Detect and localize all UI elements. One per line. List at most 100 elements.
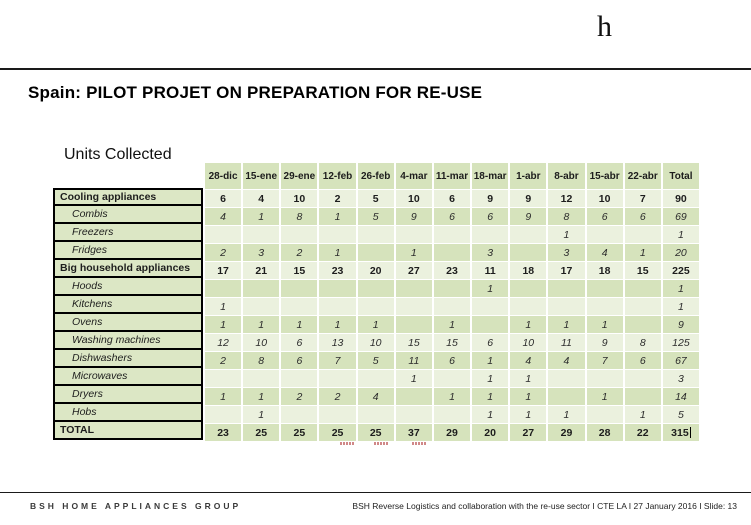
table-cell: 5 bbox=[357, 208, 394, 225]
table-cell: 6 bbox=[472, 208, 509, 225]
table-cell bbox=[510, 226, 547, 243]
table-cell bbox=[624, 298, 661, 315]
table-cell: 6 bbox=[472, 334, 509, 351]
column-header-row: 28-dic 15-ene 29-ene 12-feb 26-feb 4-mar 11-ma… bbox=[205, 163, 699, 189]
table-cell bbox=[586, 298, 623, 315]
table-cell: 10 bbox=[281, 190, 318, 207]
table-cell bbox=[433, 406, 471, 423]
row-label: Fridges bbox=[53, 242, 203, 260]
table-cell: 25 bbox=[281, 424, 318, 441]
row-label-column: Cooling appliances Combis Freezers Fridges B… bbox=[53, 188, 203, 440]
table-cell bbox=[281, 370, 318, 387]
table-cell: 2 bbox=[319, 190, 356, 207]
table-row: 1 1 2 2 4 1 1 1 1 14 bbox=[205, 388, 699, 405]
table-cell: 1 bbox=[472, 406, 509, 423]
row-label: Dishwashers bbox=[53, 350, 203, 368]
table-cell: 6 bbox=[433, 352, 471, 369]
table-cell: 1 bbox=[281, 316, 318, 333]
table-cell: 7 bbox=[586, 352, 623, 369]
table-cell: 6 bbox=[205, 190, 242, 207]
table-cell: 9 bbox=[586, 334, 623, 351]
table-cell: 1 bbox=[395, 370, 432, 387]
table-cell: 12 bbox=[205, 334, 242, 351]
table-cell: 10 bbox=[510, 334, 547, 351]
table-cell: 8 bbox=[281, 208, 318, 225]
table-cell: 8 bbox=[548, 208, 585, 225]
table-cell bbox=[205, 406, 242, 423]
table-cell: 3 bbox=[472, 244, 509, 261]
table-cell: 2 bbox=[205, 352, 242, 369]
table-cell bbox=[548, 280, 585, 297]
table-cell: 1 bbox=[472, 352, 509, 369]
table-cell: 6 bbox=[586, 208, 623, 225]
table-cell bbox=[472, 298, 509, 315]
table-cell bbox=[357, 244, 394, 261]
table-cell: 3 bbox=[243, 244, 280, 261]
table-cell: 20 bbox=[472, 424, 509, 441]
table-cell: 1 bbox=[243, 388, 280, 405]
footer-info: BSH Reverse Logistics and collaboration … bbox=[352, 501, 737, 511]
table-cell: 10 bbox=[357, 334, 394, 351]
table-cell bbox=[586, 226, 623, 243]
table-cell: 28 bbox=[586, 424, 623, 441]
table-cell: 4 bbox=[510, 352, 547, 369]
table-cell: 1 bbox=[395, 244, 432, 261]
row-label: Microwaves bbox=[53, 368, 203, 386]
table-cell: 9 bbox=[510, 190, 547, 207]
table-cell bbox=[395, 226, 432, 243]
table-cell: 27 bbox=[510, 424, 547, 441]
row-label: Cooling appliances bbox=[53, 188, 203, 206]
row-label: Hoods bbox=[53, 278, 203, 296]
table-cell: 20 bbox=[662, 244, 699, 261]
table-cell: 4 bbox=[243, 190, 280, 207]
table-cell bbox=[357, 406, 394, 423]
table-row: 23 25 25 25 25 37 29 20 27 29 28 22 315 bbox=[205, 424, 699, 441]
table-row: 2 8 6 7 5 11 6 1 4 4 7 6 67 bbox=[205, 352, 699, 369]
table-cell: 14 bbox=[662, 388, 699, 405]
table-cell: 17 bbox=[548, 262, 585, 279]
table-cell bbox=[205, 226, 242, 243]
table-cell: 37 bbox=[395, 424, 432, 441]
table-cell bbox=[624, 370, 661, 387]
table-cell bbox=[433, 370, 471, 387]
table-cell: 10 bbox=[395, 190, 432, 207]
table-cell bbox=[319, 280, 356, 297]
table-cell: 11 bbox=[395, 352, 432, 369]
table-cell bbox=[281, 406, 318, 423]
table-cell: 1 bbox=[243, 316, 280, 333]
table-cell: 29 bbox=[433, 424, 471, 441]
table-cell bbox=[357, 298, 394, 315]
table-cell bbox=[243, 370, 280, 387]
table-cell bbox=[357, 226, 394, 243]
table-cell: 6 bbox=[624, 208, 661, 225]
table-cell: 1 bbox=[510, 388, 547, 405]
table-cell: 1 bbox=[548, 316, 585, 333]
table-cell bbox=[395, 388, 432, 405]
table-cell bbox=[395, 406, 432, 423]
table-row: 12 10 6 13 10 15 15 6 10 11 9 8 125 bbox=[205, 334, 699, 351]
table-cell: 13 bbox=[319, 334, 356, 351]
table-cell: 1 bbox=[662, 298, 699, 315]
table-cell: 23 bbox=[433, 262, 471, 279]
table-cell bbox=[357, 370, 394, 387]
table-cell bbox=[243, 280, 280, 297]
table-cell: 6 bbox=[281, 334, 318, 351]
table-cell bbox=[548, 388, 585, 405]
table-cell: 6 bbox=[624, 352, 661, 369]
table-cell bbox=[433, 244, 471, 261]
table-cell: 1 bbox=[243, 208, 280, 225]
table-cell: 9 bbox=[662, 316, 699, 333]
table-cell: 1 bbox=[319, 316, 356, 333]
column-header: 29-ene bbox=[281, 163, 318, 189]
table-cell: 25 bbox=[319, 424, 356, 441]
slide-title: Spain: PILOT PROJET ON PREPARATION FOR R… bbox=[28, 83, 483, 102]
table-cell: 4 bbox=[357, 388, 394, 405]
table-heading: Units Collected bbox=[64, 146, 172, 163]
table-cell: 18 bbox=[510, 262, 547, 279]
table-cell bbox=[319, 406, 356, 423]
table-cell bbox=[510, 298, 547, 315]
column-header: 8-abr bbox=[548, 163, 585, 189]
